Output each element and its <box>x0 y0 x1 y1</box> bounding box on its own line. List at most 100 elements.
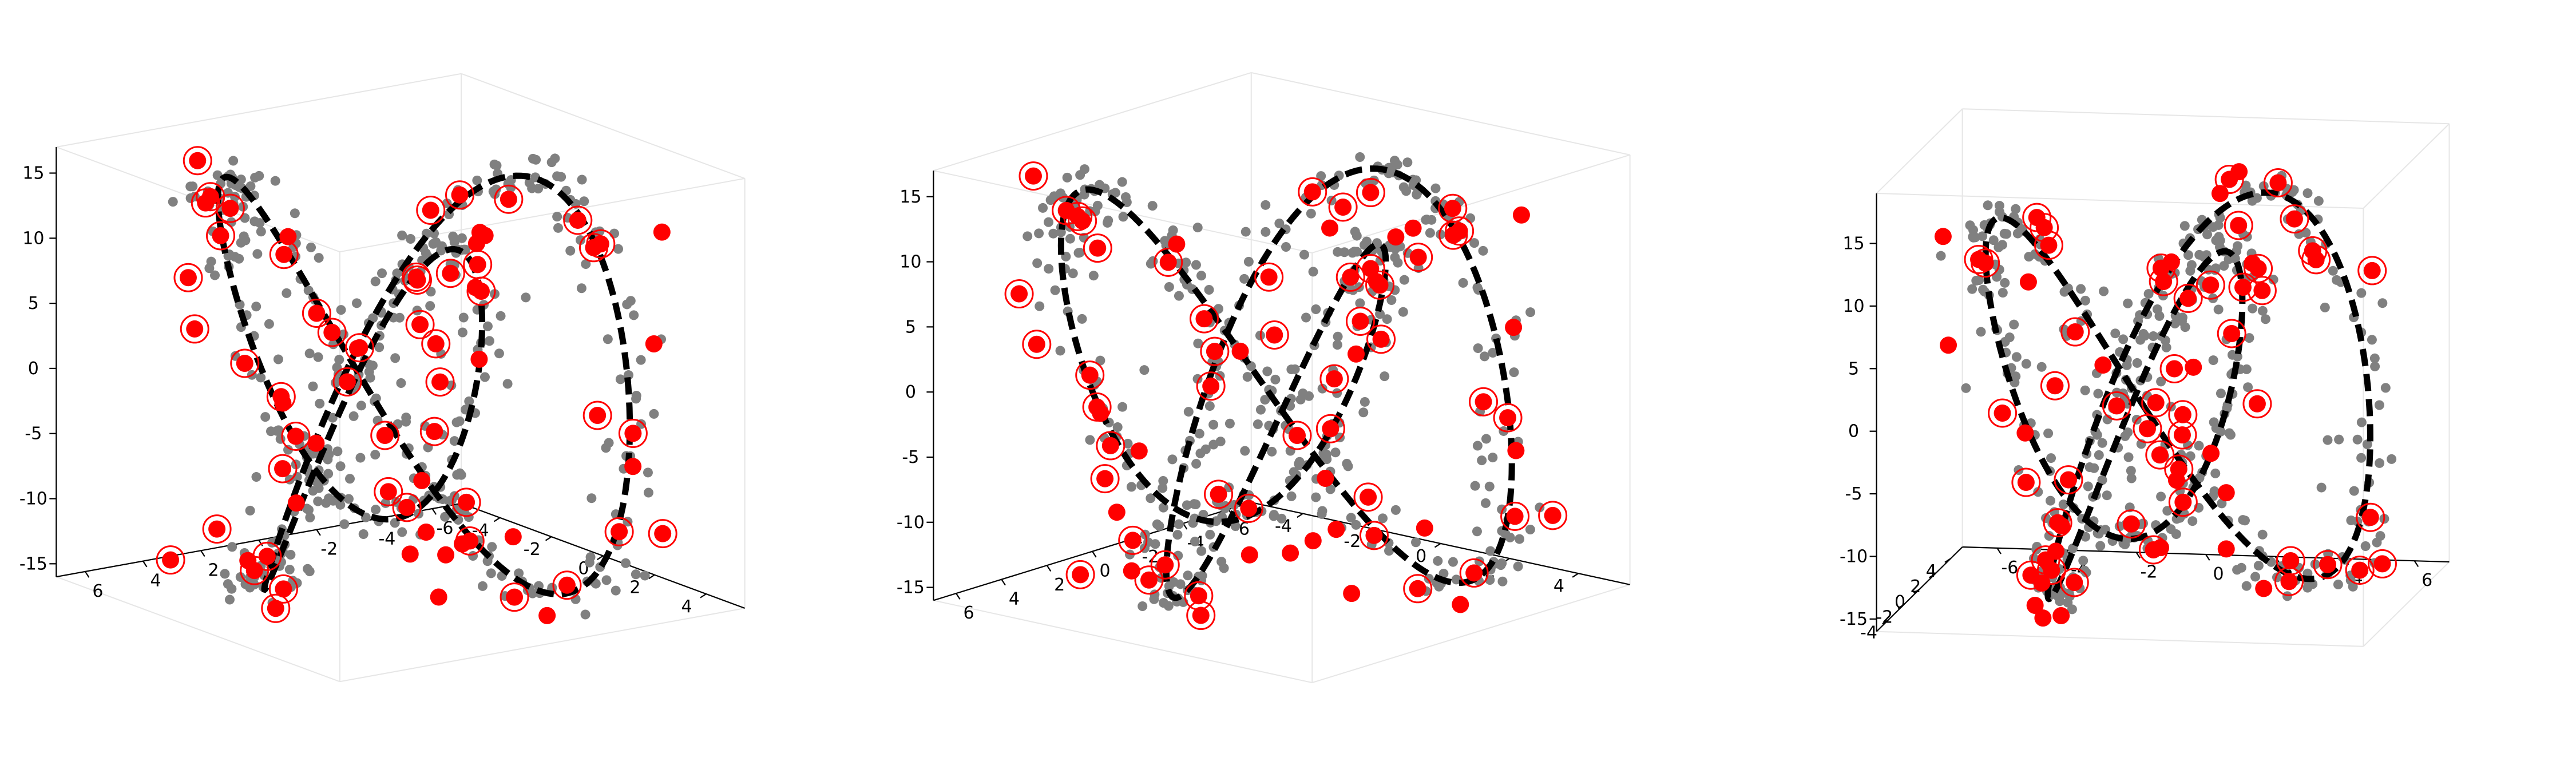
selected-point <box>221 200 239 217</box>
y-axis-tick <box>493 517 501 522</box>
sample-point <box>1230 521 1241 532</box>
sample-point <box>601 443 611 453</box>
sample-point <box>621 558 631 568</box>
z-axis-tick-label: 0 <box>905 382 916 402</box>
sample-point <box>228 156 239 166</box>
selected-point <box>467 235 485 252</box>
sample-point <box>1402 157 1413 168</box>
sample-point <box>1485 546 1496 556</box>
sample-point <box>256 227 266 237</box>
x-axis-tick-label: -2 <box>2141 562 2158 582</box>
y-axis-tick <box>700 593 707 598</box>
highlight-ring <box>1150 550 1180 580</box>
pane-edge <box>1311 584 1630 684</box>
selected-point <box>624 425 642 442</box>
highlight-ring <box>1319 364 1349 394</box>
sample-point <box>1342 458 1352 469</box>
sample-point <box>240 213 250 223</box>
sample-point <box>1304 391 1314 401</box>
selected-point <box>2217 484 2235 502</box>
sample-point <box>1192 223 1203 233</box>
sample-point <box>2332 275 2342 285</box>
sample-point <box>2227 350 2237 360</box>
sample-point <box>2356 453 2367 463</box>
sample-point <box>1224 418 1235 429</box>
sample-point <box>2374 400 2384 410</box>
pane-edge <box>933 72 1252 172</box>
highlight-ring <box>2168 487 2198 517</box>
sample-point <box>1191 458 1202 469</box>
highlight-ring <box>1196 371 1226 401</box>
sample-point <box>601 575 612 585</box>
sample-point <box>2177 312 2187 323</box>
y-axis-tick <box>597 555 604 560</box>
true-curve <box>1057 165 1515 601</box>
selected-point <box>1089 239 1107 257</box>
pane-edge <box>1311 154 1630 253</box>
sample-point <box>2248 303 2258 314</box>
y-axis-tick-label: 4 <box>1553 576 1564 596</box>
selected-point <box>469 256 486 273</box>
sample-point <box>429 228 439 239</box>
x-axis-tick <box>316 529 321 536</box>
highlight-ring <box>1988 398 2018 428</box>
sample-point <box>313 496 323 506</box>
sample-point <box>579 196 589 207</box>
selected-point <box>431 373 449 391</box>
highlight-ring <box>552 570 582 600</box>
sample-point <box>392 268 402 279</box>
selected-point <box>2122 515 2140 533</box>
sample-point <box>1112 422 1123 433</box>
sample-point <box>2083 481 2093 491</box>
highlight-ring <box>1075 360 1105 390</box>
sample-point <box>1392 160 1402 170</box>
sample-point <box>272 426 282 436</box>
sample-point <box>2123 298 2133 308</box>
selected-point <box>2248 395 2266 413</box>
sample-point <box>370 276 381 287</box>
sample-point <box>2004 332 2015 343</box>
highlight-ring <box>1356 178 1385 208</box>
sample-point <box>1023 231 1033 241</box>
selected-point <box>1360 488 1377 506</box>
selected-point <box>1348 345 1365 363</box>
sample-point <box>1281 242 1291 252</box>
sample-point <box>482 321 493 331</box>
selected-point <box>1282 544 1299 562</box>
selected-point <box>1108 504 1125 521</box>
sample-point <box>487 542 497 552</box>
sample-point <box>245 181 256 191</box>
highlight-ring <box>2141 388 2171 418</box>
sample-point <box>2328 265 2338 276</box>
sample-point <box>2216 426 2226 437</box>
sample-point <box>2362 439 2372 450</box>
pane-edge <box>1962 108 2450 125</box>
true-curve <box>215 172 633 598</box>
highlight-ring <box>2159 354 2189 383</box>
sample-point <box>264 319 274 329</box>
sample-point <box>2097 475 2107 485</box>
sample-point <box>2210 468 2221 478</box>
highlight-ring <box>1403 574 1433 604</box>
highlight-ring <box>563 205 593 235</box>
sample-point <box>1274 218 1285 228</box>
selected-point <box>307 434 325 452</box>
selected-point <box>427 335 445 352</box>
sample-point <box>323 454 333 465</box>
sample-point <box>1513 561 1523 572</box>
x-axis-tick-label: 6 <box>964 603 974 623</box>
highlight-ring <box>419 417 449 446</box>
sample-point <box>2243 382 2253 393</box>
sample-point <box>2123 452 2134 462</box>
selected-point <box>279 228 297 245</box>
highlight-ring <box>2040 371 2070 401</box>
selected-point <box>2202 445 2220 462</box>
sample-point <box>255 218 265 228</box>
selected-point <box>2285 210 2303 228</box>
sample-point <box>1269 511 1279 521</box>
sample-point <box>250 172 260 183</box>
highlight-ring <box>268 574 298 604</box>
selected-point <box>179 269 197 287</box>
sample-point <box>2215 235 2225 245</box>
selected-point <box>1416 519 1433 537</box>
